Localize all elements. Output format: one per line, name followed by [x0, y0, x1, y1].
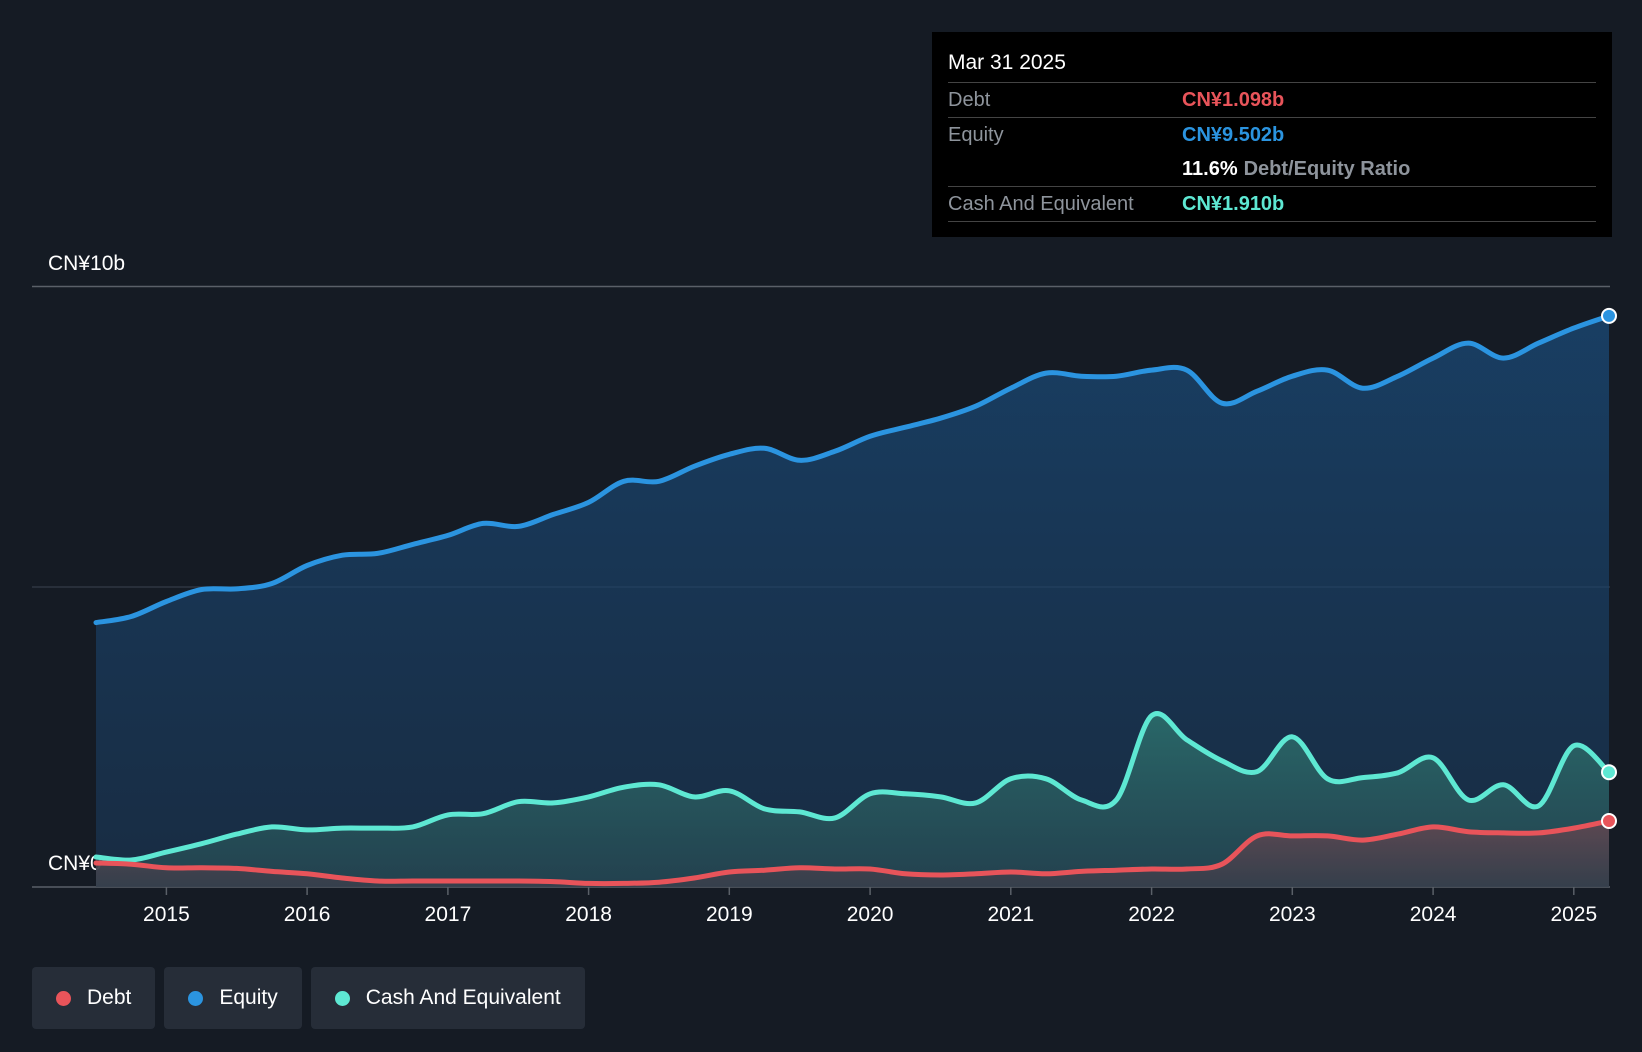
legend-label-cash: Cash And Equivalent — [365, 986, 561, 1009]
x-tick-label: 2015 — [143, 903, 190, 926]
tooltip-ratio-label: Debt/Equity Ratio — [1243, 158, 1411, 180]
tooltip-date: Mar 31 2025 — [948, 32, 1596, 83]
area-cash-and-equivalent — [96, 713, 1609, 887]
tooltip-debt-row: Debt CN¥1.098b — [948, 83, 1596, 118]
x-tick-label: 2017 — [425, 903, 472, 926]
line-equity — [93, 313, 1612, 626]
tooltip-cash-label: Cash And Equivalent — [948, 193, 1134, 215]
legend-item-debt[interactable]: Debt — [32, 967, 156, 1029]
tooltip-equity-label: Equity — [948, 124, 1004, 146]
legend-dot-cash — [334, 990, 350, 1006]
legend-dot-debt — [56, 990, 71, 1006]
line-debt — [93, 818, 1612, 887]
tooltip-ratio-value: 11.6% — [1182, 158, 1238, 180]
y-axis-top-label: CN¥10b — [48, 252, 125, 275]
x-tick-label: 2022 — [1128, 903, 1175, 926]
legend-label-debt: Debt — [87, 986, 132, 1009]
area-equity — [96, 315, 1609, 887]
tooltip-equity-value: CN¥9.502b — [1182, 124, 1285, 146]
tooltip-ratio-row: 11.6% Debt/Equity Ratio — [948, 152, 1596, 187]
legend-item-cash[interactable]: Cash And Equivalent — [310, 967, 585, 1029]
tooltip-cash-value: CN¥1.910b — [1182, 193, 1285, 215]
x-tick-label: 2020 — [847, 903, 894, 926]
endpoint-equity[interactable] — [1601, 307, 1617, 324]
x-tick-label: 2025 — [1550, 903, 1597, 926]
y-axis-bottom-label: CN¥0 — [48, 852, 102, 875]
endpoint-debt[interactable] — [1601, 813, 1617, 829]
line-cash-and-equivalent — [93, 711, 1612, 863]
tooltip-equity-row: Equity CN¥9.502b — [948, 118, 1596, 152]
chart-legend: Debt Equity Cash And Equivalent — [32, 967, 585, 1029]
legend-dot-equity — [188, 990, 204, 1006]
legend-label-equity: Equity — [219, 986, 278, 1009]
tooltip-cash-row: Cash And Equivalent CN¥1.910b — [948, 187, 1596, 222]
endpoint-cash-and-equivalent[interactable] — [1601, 764, 1617, 781]
x-tick-label: 2016 — [284, 903, 331, 926]
x-tick-label: 2021 — [987, 903, 1034, 926]
data-tooltip: Mar 31 2025 Debt CN¥1.098b Equity CN¥9.5… — [932, 32, 1612, 237]
legend-item-equity[interactable]: Equity — [164, 967, 302, 1029]
x-tick-label: 2019 — [706, 903, 753, 926]
x-tick-label: 2023 — [1269, 903, 1316, 926]
area-debt — [96, 821, 1609, 887]
x-tick-label: 2024 — [1410, 903, 1457, 926]
tooltip-debt-value: CN¥1.098b — [1182, 89, 1285, 111]
tooltip-debt-label: Debt — [948, 89, 991, 111]
x-tick-label: 2018 — [565, 903, 612, 926]
